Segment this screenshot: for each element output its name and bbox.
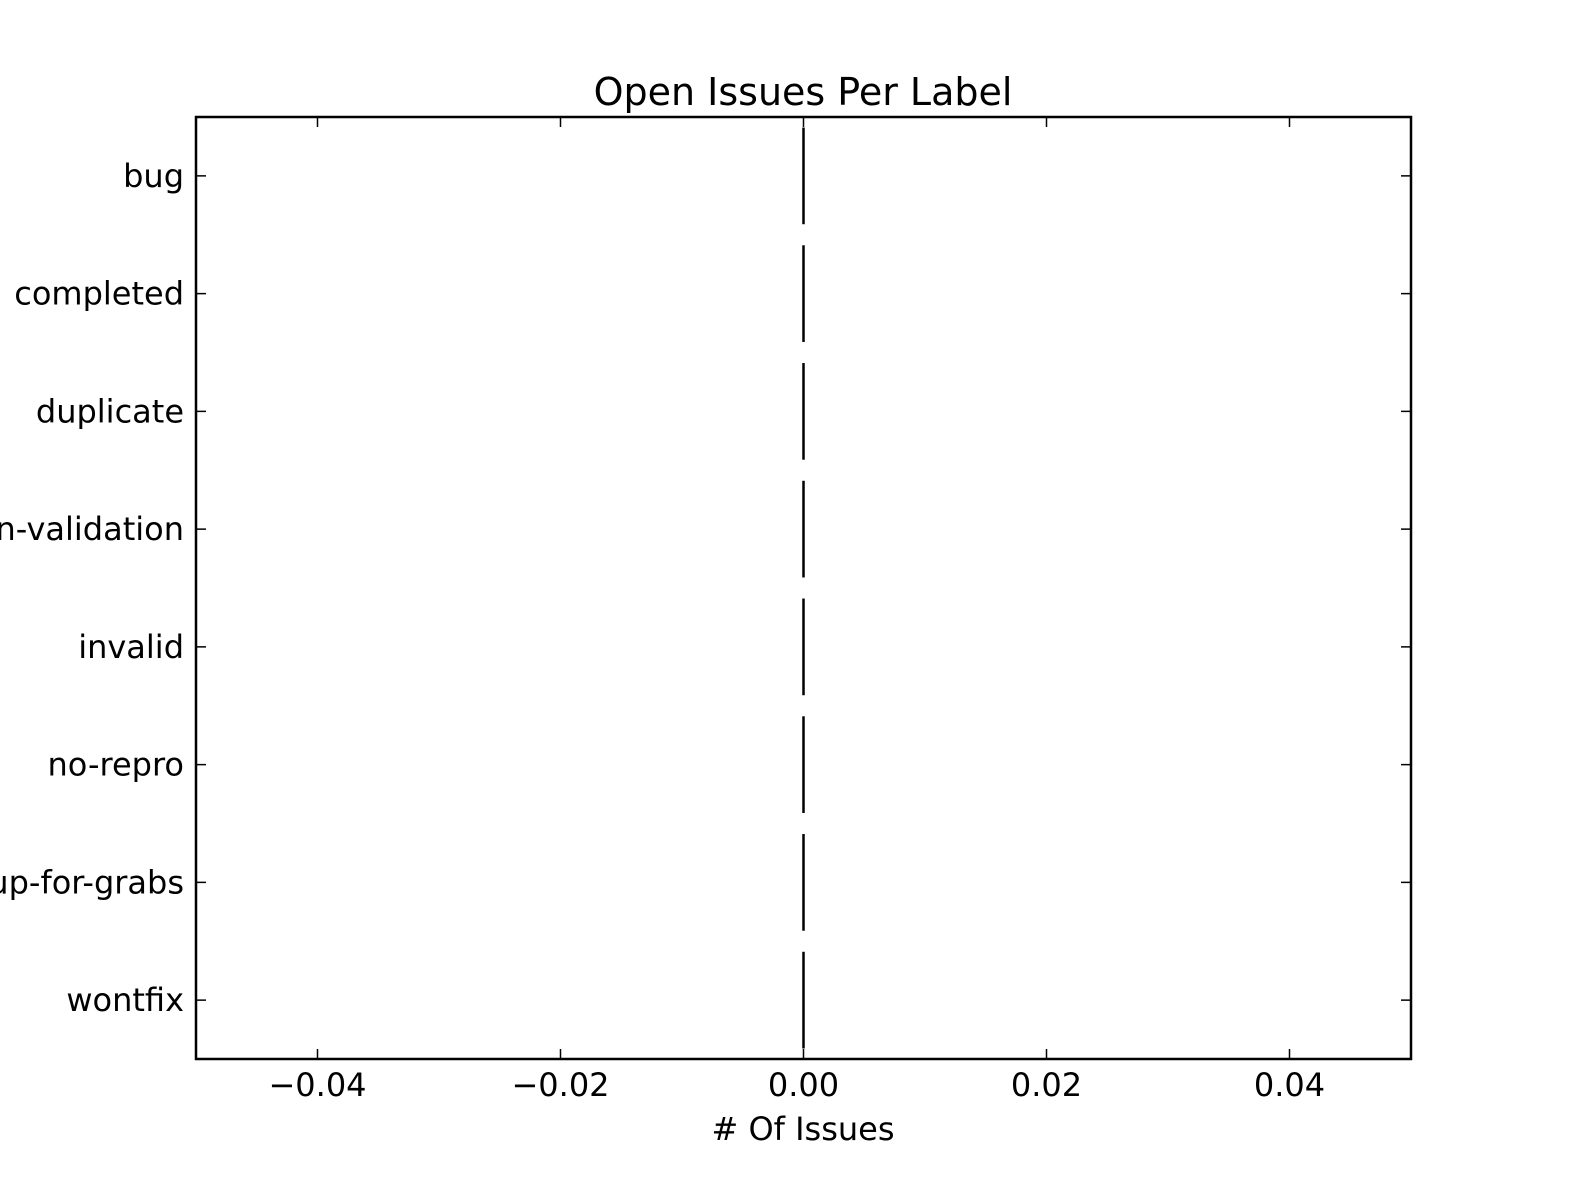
plot-frame [194, 115, 1413, 1061]
y-tick-label: wontfix [66, 981, 184, 1019]
y-tick-label: bug [123, 157, 184, 195]
y-tick-label: no-repro [48, 746, 184, 784]
x-tick-label: −0.04 [268, 1066, 366, 1104]
x-axis-ticks: −0.04 −0.02 0.00 0.02 0.04 [268, 117, 1325, 1104]
y-tick-label: invalid [78, 628, 184, 666]
x-tick-label: −0.02 [511, 1066, 609, 1104]
x-tick-label: 0.02 [1011, 1066, 1082, 1104]
y-tick-label: completed [14, 275, 184, 313]
chart-title: Open Issues Per Label [594, 70, 1013, 114]
y-axis-ticks: bug completed duplicate in-validation invali… [0, 157, 1411, 1019]
x-axis-label: # Of Issues [711, 1110, 894, 1148]
y-tick-label: in-validation [0, 510, 184, 548]
y-tick-label: duplicate [36, 392, 184, 430]
x-tick-label: 0.00 [768, 1066, 839, 1104]
x-tick-label: 0.04 [1254, 1066, 1325, 1104]
y-tick-label: up-for-grabs [0, 863, 184, 901]
